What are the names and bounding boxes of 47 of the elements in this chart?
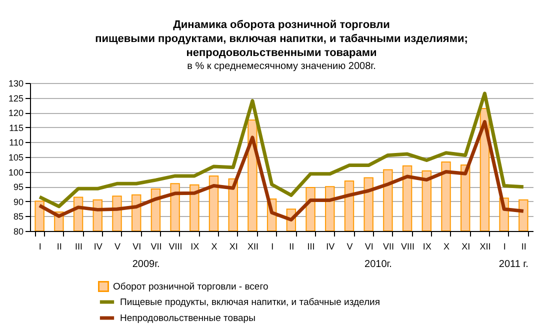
- x-tick-label: IV: [326, 242, 335, 252]
- y-tick-label: 85: [13, 212, 24, 222]
- x-tick-label: X: [444, 242, 450, 252]
- x-tick-label: III: [75, 242, 83, 252]
- chart-title: Динамика оборота розничной торговли пищевыми продуктами, включая напитки, и табачными изделиями; непродовольственными товарами: [95, 19, 468, 59]
- y-tick-label: 120: [8, 108, 24, 118]
- chart-subtitle: в % к среднемесячному значению 2008г.: [187, 61, 376, 72]
- x-tick-label: III: [307, 242, 315, 252]
- x-tick-label: I: [271, 242, 274, 252]
- text: 2010г.: [364, 259, 392, 270]
- y-tick-label: 130: [8, 78, 24, 88]
- x-tick-label: IV: [94, 242, 102, 252]
- text: 2011 г.: [498, 259, 528, 270]
- x-tick-label: VI: [364, 242, 374, 252]
- x-tick-label: XII: [247, 242, 258, 252]
- x-tick-label: XII: [480, 242, 491, 252]
- x-tick-label: VIII: [168, 242, 182, 252]
- x-tick-label: IX: [190, 242, 200, 252]
- x-tick-label: VIII: [401, 242, 415, 252]
- y-tick-label: 90: [13, 196, 24, 207]
- x-tick-label: I: [38, 242, 42, 252]
- y-tick-label: 115: [9, 122, 24, 133]
- legend-label: Оборот розничной торговли - всего: [113, 282, 268, 292]
- x-tick-label: V: [114, 242, 120, 252]
- x-tick-label: I: [503, 242, 506, 252]
- text: 2009г.: [132, 259, 160, 270]
- x-tick-label: II: [289, 242, 294, 252]
- x-tick-label: VII: [382, 242, 394, 252]
- x-tick-label: V: [346, 242, 353, 252]
- y-tick-label: 105: [8, 152, 24, 162]
- y-tick-label: 125: [8, 93, 24, 104]
- legend-label: Непродовольственные товары: [120, 313, 256, 324]
- y-tick-label: 80: [13, 226, 24, 236]
- y-tick-label: 110: [9, 138, 24, 148]
- x-tick-label: X: [211, 242, 218, 252]
- x-tick-label: XI: [229, 242, 238, 252]
- x-tick-label: IX: [422, 242, 432, 252]
- x-tick-label: VII: [150, 242, 162, 252]
- x-tick-label: XI: [462, 242, 470, 252]
- x-tick-label: II: [521, 242, 526, 252]
- x-tick-label: VI: [132, 242, 142, 252]
- y-tick-label: 95: [13, 182, 24, 192]
- y-tick-label: 100: [8, 167, 24, 178]
- legend-label: Пищевые продукты, включая напитки, и табачные изделия: [120, 297, 380, 308]
- line-series: [38, 120, 526, 222]
- x-tick-label: II: [56, 242, 62, 252]
- line-series: [38, 92, 526, 208]
